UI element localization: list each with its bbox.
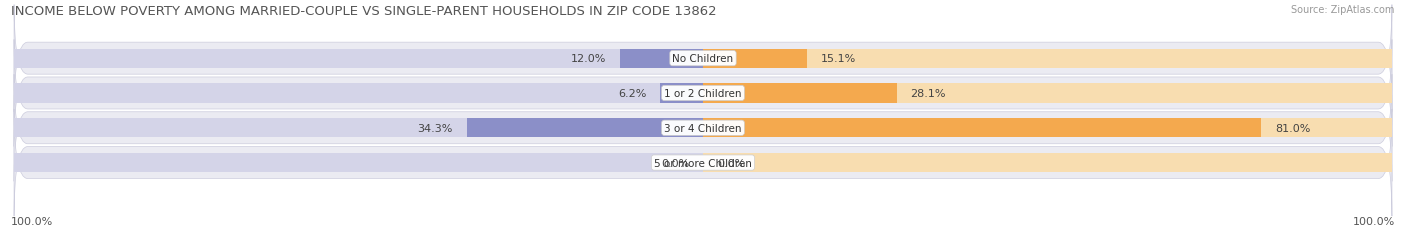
- Bar: [14, 153, 703, 172]
- FancyBboxPatch shape: [14, 40, 1392, 147]
- Bar: [703, 49, 807, 68]
- Bar: [703, 153, 1392, 172]
- FancyBboxPatch shape: [14, 75, 1392, 182]
- Bar: [14, 84, 703, 103]
- Bar: [620, 49, 703, 68]
- Bar: [467, 119, 703, 138]
- FancyBboxPatch shape: [14, 109, 1392, 216]
- Text: 6.2%: 6.2%: [619, 88, 647, 99]
- Bar: [14, 49, 703, 68]
- Text: 12.0%: 12.0%: [571, 54, 606, 64]
- Bar: [703, 119, 1392, 138]
- Text: 81.0%: 81.0%: [1275, 123, 1310, 133]
- Bar: [703, 84, 897, 103]
- Text: 0.0%: 0.0%: [661, 158, 689, 168]
- Text: 100.0%: 100.0%: [1353, 216, 1395, 226]
- Bar: [703, 119, 1261, 138]
- Bar: [703, 84, 1392, 103]
- Text: 28.1%: 28.1%: [910, 88, 946, 99]
- Text: 1 or 2 Children: 1 or 2 Children: [664, 88, 742, 99]
- Text: No Children: No Children: [672, 54, 734, 64]
- Text: Source: ZipAtlas.com: Source: ZipAtlas.com: [1291, 5, 1395, 15]
- Text: 100.0%: 100.0%: [11, 216, 53, 226]
- Text: 5 or more Children: 5 or more Children: [654, 158, 752, 168]
- Text: INCOME BELOW POVERTY AMONG MARRIED-COUPLE VS SINGLE-PARENT HOUSEHOLDS IN ZIP COD: INCOME BELOW POVERTY AMONG MARRIED-COUPL…: [11, 5, 717, 18]
- Bar: [661, 84, 703, 103]
- FancyBboxPatch shape: [14, 6, 1392, 112]
- Text: 3 or 4 Children: 3 or 4 Children: [664, 123, 742, 133]
- Bar: [14, 119, 703, 138]
- Bar: [703, 49, 1392, 68]
- Text: 15.1%: 15.1%: [821, 54, 856, 64]
- Text: 34.3%: 34.3%: [418, 123, 453, 133]
- Text: 0.0%: 0.0%: [717, 158, 745, 168]
